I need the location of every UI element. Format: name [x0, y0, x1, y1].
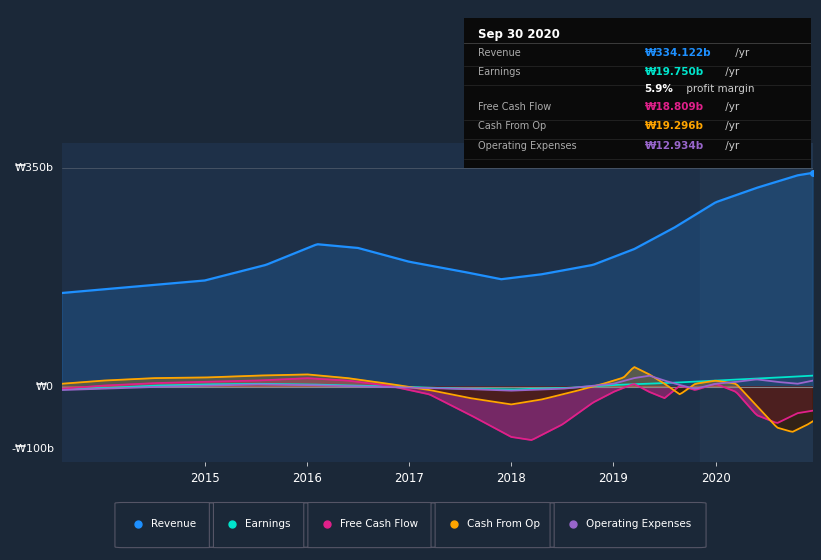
Text: Free Cash Flow: Free Cash Flow [340, 519, 418, 529]
Text: ₩0: ₩0 [36, 382, 54, 392]
Text: /yr: /yr [722, 67, 740, 77]
Text: Revenue: Revenue [478, 48, 521, 58]
Text: /yr: /yr [722, 141, 740, 151]
Text: Earnings: Earnings [245, 519, 291, 529]
Text: Operating Expenses: Operating Expenses [586, 519, 691, 529]
Text: Cash From Op: Cash From Op [467, 519, 540, 529]
Text: ₩350b: ₩350b [15, 163, 54, 173]
Text: -₩100b: -₩100b [11, 445, 54, 455]
Text: Earnings: Earnings [478, 67, 521, 77]
Text: ₩12.934b: ₩12.934b [644, 141, 704, 151]
Text: Operating Expenses: Operating Expenses [478, 141, 576, 151]
Text: /yr: /yr [722, 102, 740, 112]
Text: Free Cash Flow: Free Cash Flow [478, 102, 551, 112]
Bar [700, 143, 813, 462]
Text: profit margin: profit margin [683, 84, 754, 94]
Text: 5.9%: 5.9% [644, 84, 673, 94]
Text: ₩19.296b: ₩19.296b [644, 122, 704, 132]
Text: Revenue: Revenue [151, 519, 196, 529]
Text: ₩18.809b: ₩18.809b [644, 102, 704, 112]
Text: Sep 30 2020: Sep 30 2020 [478, 29, 560, 41]
Text: ₩334.122b: ₩334.122b [644, 48, 711, 58]
Text: ₩19.750b: ₩19.750b [644, 67, 704, 77]
Text: Cash From Op: Cash From Op [478, 122, 546, 132]
Text: /yr: /yr [722, 122, 740, 132]
Text: /yr: /yr [732, 48, 750, 58]
